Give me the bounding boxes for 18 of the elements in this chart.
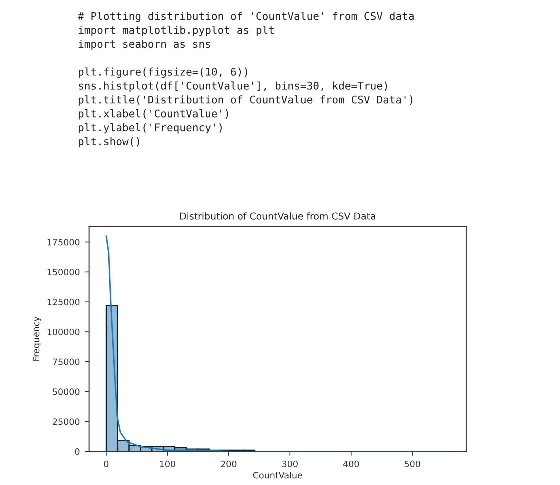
y-tick-label: 75000 xyxy=(53,358,80,366)
text: # Plotting distribution of 'CountValue' from CSV data import matplotlib.pyplot as plt import seaborn as sns plt.figure(figsize=(10, 6)) sns.histplot(df['CountValue'], bins=30, kde=True) plt.title('Distribution of CountValue from CSV Data') plt.xlabel('CountValue') plt.ylabel('Frequency') plt.show() xyxy=(78,12,414,148)
y-tick-label: 50000 xyxy=(53,388,80,396)
y-tick-label: 25000 xyxy=(53,418,80,426)
y-tick-label: 0 xyxy=(75,448,80,456)
y-tick-label: 100000 xyxy=(48,328,80,336)
x-tick-label: 300 xyxy=(282,460,298,468)
y-tick-label: 150000 xyxy=(48,268,80,276)
x-tick-label: 400 xyxy=(343,460,360,468)
chart-title: Distribution of CountValue from CSV Data xyxy=(180,212,376,220)
x-tick-label: 100 xyxy=(160,460,176,468)
y-tick-label: 175000 xyxy=(48,239,80,246)
y-tick-label: 125000 xyxy=(48,298,80,306)
x-tick-label: 200 xyxy=(221,460,237,468)
x-tick-label: 0 xyxy=(104,460,109,468)
y-axis-title: Frequency xyxy=(33,316,42,361)
x-axis-title: CountValue xyxy=(253,472,302,479)
x-tick-label: 500 xyxy=(404,460,420,468)
